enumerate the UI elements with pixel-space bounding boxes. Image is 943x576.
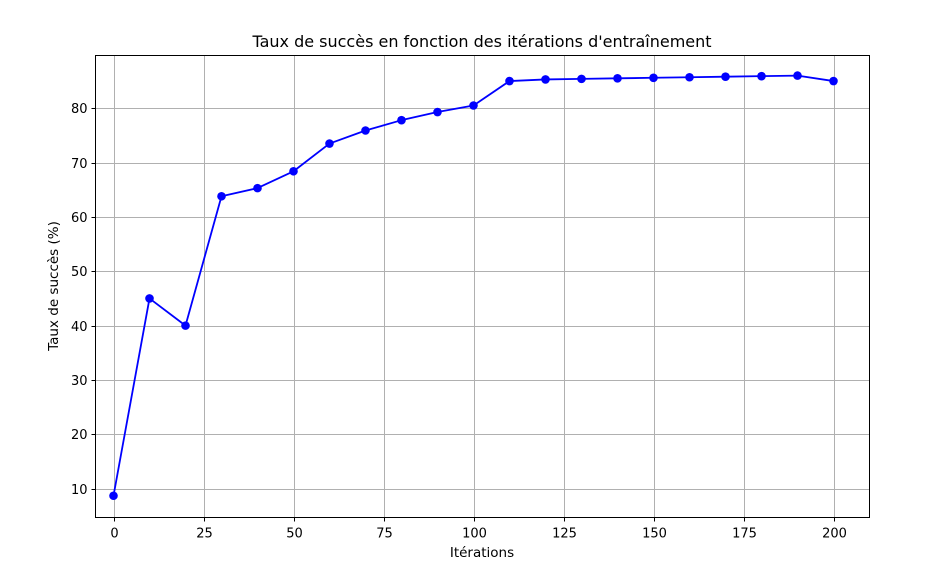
- y-tick-label: 60: [71, 211, 88, 226]
- data-point: [289, 166, 298, 176]
- data-point: [217, 191, 226, 201]
- data-point: [505, 76, 514, 86]
- data-point: [577, 74, 586, 84]
- data-point: [181, 321, 190, 330]
- data-point: [541, 75, 550, 84]
- data-point: [829, 76, 838, 86]
- series-group: [109, 71, 838, 501]
- data-point: [757, 71, 766, 81]
- plot-frame: [95, 55, 870, 518]
- x-tick-label: 0: [110, 527, 118, 542]
- data-point: [397, 115, 406, 125]
- data-point: [685, 72, 694, 82]
- x-tick-label: 25: [196, 527, 213, 542]
- data-point: [721, 72, 730, 81]
- data-point: [649, 73, 658, 83]
- data-point: [145, 294, 154, 303]
- gridlines: [95, 55, 870, 518]
- chart-title: Taux de succès en fonction des itération…: [251, 32, 711, 51]
- data-point: [253, 183, 262, 193]
- data-point: [793, 71, 802, 80]
- x-axis-label: Itérations: [450, 545, 514, 561]
- data-point: [361, 126, 370, 135]
- data-point: [109, 491, 118, 501]
- y-tick-label: 50: [71, 265, 88, 280]
- y-tick-label: 30: [71, 374, 88, 389]
- x-tick-label: 200: [822, 527, 847, 542]
- y-axis-label: Taux de succès (%): [46, 221, 62, 352]
- x-tick-label: 125: [552, 527, 577, 542]
- y-tick-label: 20: [71, 428, 88, 443]
- data-point: [469, 101, 478, 110]
- data-point: [325, 139, 334, 148]
- data-point: [433, 107, 442, 117]
- x-tick-label: 175: [732, 527, 757, 542]
- y-tick-label: 40: [71, 320, 88, 335]
- x-tick-label: 100: [462, 527, 487, 542]
- y-tick-label: 80: [71, 102, 88, 117]
- x-tick-label: 50: [286, 527, 303, 542]
- axis-ticks: 0 25 50 75 100 125 150 175 200 10 20 30 40 50 60 70 80: [71, 102, 847, 542]
- x-tick-label: 75: [376, 527, 393, 542]
- data-point: [613, 74, 622, 83]
- y-tick-label: 70: [71, 157, 88, 172]
- x-tick-label: 150: [642, 527, 667, 542]
- y-tick-label: 10: [71, 483, 88, 498]
